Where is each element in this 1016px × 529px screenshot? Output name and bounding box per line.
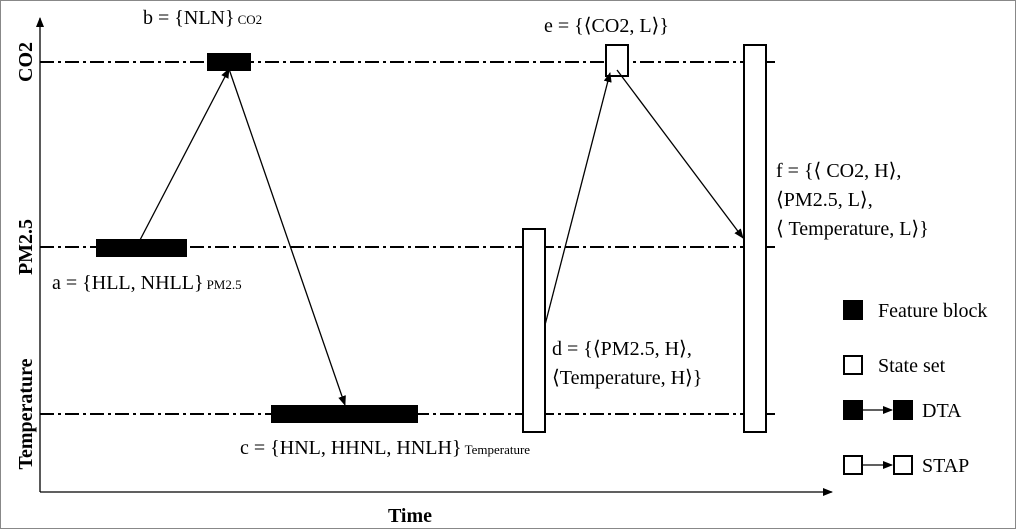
legend-swatch — [893, 400, 913, 420]
legend-swatch — [843, 300, 863, 320]
feature-block — [271, 405, 418, 423]
y-label: PM2.5 — [15, 219, 37, 275]
annotation-subscript: Temperature — [465, 442, 531, 457]
arrow — [616, 69, 744, 239]
legend-swatch — [843, 355, 863, 375]
legend-label: Feature block — [878, 300, 987, 322]
feature-block — [207, 53, 251, 71]
annotation-subscript: PM2.5 — [207, 277, 242, 292]
arrow — [228, 68, 346, 406]
feature-block — [96, 239, 187, 257]
legend-swatch — [843, 455, 863, 475]
state-set — [522, 228, 546, 433]
annotation-subscript: CO2 — [238, 12, 263, 27]
legend-label: State set — [878, 355, 946, 377]
annotation: c = {HNL, HHNL, HNLH} Temperature — [240, 437, 530, 459]
legend-label: DTA — [922, 400, 962, 422]
legend-label: STAP — [922, 455, 969, 477]
annotation-text: c = {HNL, HHNL, HNLH} — [240, 437, 462, 459]
arrow — [544, 72, 612, 326]
annotation: e = {⟨CO2, L⟩} — [544, 15, 669, 37]
annotation: f = {⟨ CO2, H⟩, — [776, 160, 901, 182]
legend-swatch — [893, 455, 913, 475]
annotation-text: b = {NLN} — [143, 7, 235, 29]
annotation: d = {⟨PM2.5, H⟩, — [552, 338, 692, 360]
annotation: ⟨PM2.5, L⟩, — [776, 189, 873, 211]
y-label: Temperature — [15, 358, 37, 469]
state-set — [605, 44, 629, 77]
annotation: ⟨Temperature, H⟩} — [552, 367, 702, 389]
annotation-text: a = {HLL, NHLL} — [52, 272, 204, 294]
arrow — [139, 68, 230, 241]
x-axis-label: Time — [388, 505, 432, 527]
y-label: CO2 — [15, 42, 37, 82]
annotation: ⟨ Temperature, L⟩} — [776, 218, 929, 240]
annotation: b = {NLN} CO2 — [143, 7, 262, 29]
legend-swatch — [843, 400, 863, 420]
annotation: a = {HLL, NHLL} PM2.5 — [52, 272, 242, 294]
state-set — [743, 44, 767, 433]
